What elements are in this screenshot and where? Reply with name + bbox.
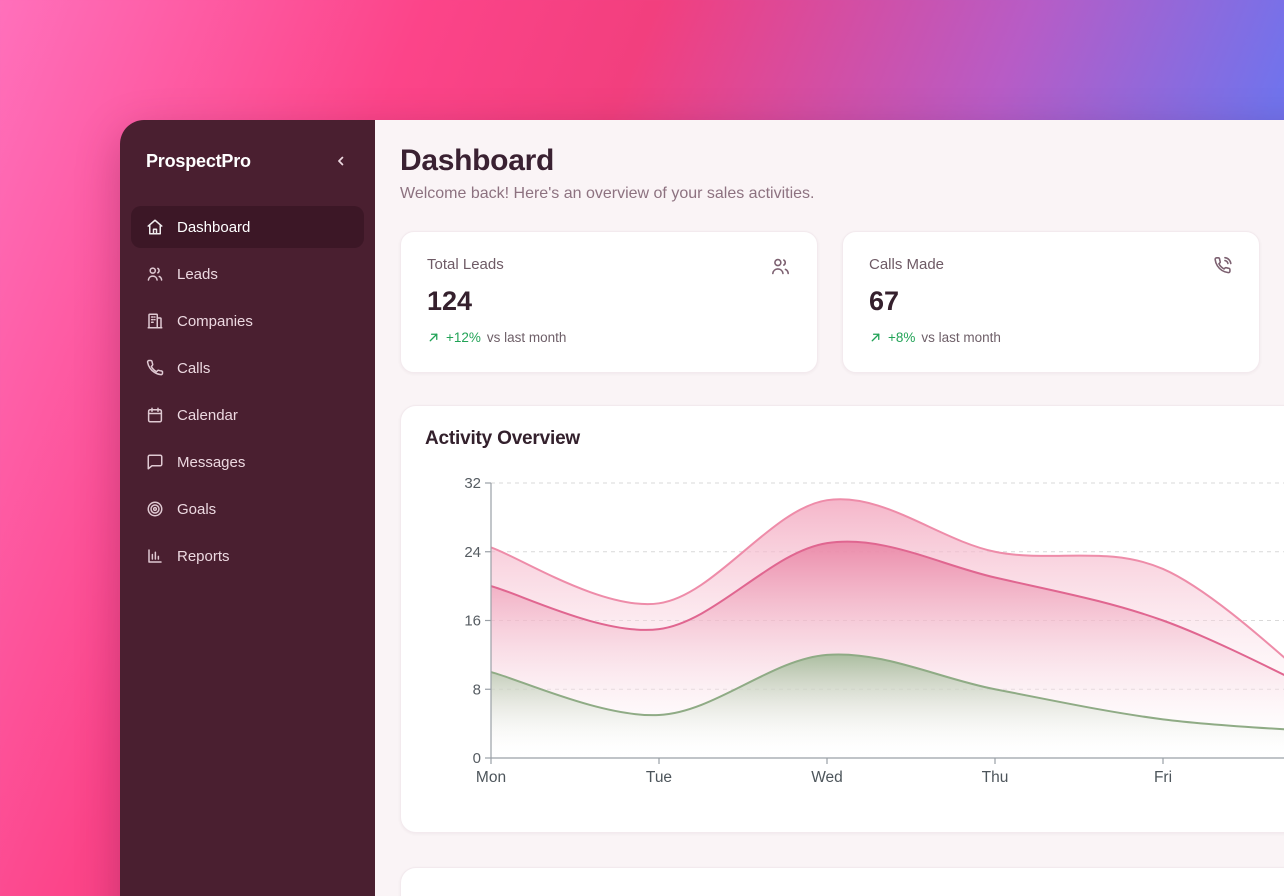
page-title: Dashboard [400, 144, 554, 177]
calendar-icon [146, 406, 164, 424]
stat-delta: +8% [888, 330, 916, 345]
message-icon [146, 453, 164, 471]
stat-value: 124 [427, 286, 473, 316]
page-subtitle: Welcome back! Here's an overview of your… [400, 185, 815, 202]
stat-delta-suffix: vs last month [486, 330, 567, 345]
sidebar-item-label: Reports [177, 547, 230, 565]
band-rose [491, 541, 1284, 758]
chevron-left-icon [334, 154, 348, 168]
stat-delta: +12% [446, 330, 481, 345]
stat-label: Total Leads [427, 256, 504, 273]
svg-text:Fri: Fri [1154, 769, 1172, 786]
svg-text:8: 8 [473, 681, 481, 698]
svg-text:24: 24 [464, 544, 481, 561]
collapse-sidebar-button[interactable] [330, 150, 352, 172]
band-green-line [490, 653, 1284, 731]
band-green [491, 654, 1284, 758]
sidebar-item-label: Calls [177, 359, 211, 377]
svg-text:Tue: Tue [646, 769, 672, 786]
sidebar-item-label: Calendar [177, 406, 238, 424]
stats-grid: Total Leads 124 +12% vs last month Calls [400, 231, 1260, 373]
stat-card-calls-made: Calls Made 67 +8% vs last month [842, 231, 1260, 373]
home-icon [146, 218, 164, 236]
sidebar-item-label: Dashboard [177, 218, 251, 236]
target-icon [146, 500, 164, 518]
phone-call-icon [1212, 256, 1233, 277]
sidebar-item-companies[interactable]: Companies [131, 300, 364, 342]
sidebar-item-label: Goals [177, 500, 217, 518]
svg-text:Thu: Thu [982, 769, 1009, 786]
band-rose-line [490, 540, 1284, 676]
sidebar-item-label: Messages [177, 453, 246, 471]
stat-trend: +12% vs last month [427, 330, 791, 345]
sidebar-header: ProspectPro [131, 120, 364, 178]
stat-label: Calls Made [869, 256, 945, 273]
sidebar-item-reports[interactable]: Reports [131, 535, 364, 577]
chart-title: Activity Overview [425, 428, 581, 449]
trend-up-arrow-icon [869, 331, 882, 344]
sidebar-item-leads[interactable]: Leads [131, 253, 364, 295]
main-content: Dashboard Welcome back! Here's an overvi… [375, 120, 1284, 896]
users-icon [146, 265, 164, 283]
activity-area-chart: 0 8 16 24 32 Mon Tue Wed Thu Fri [425, 454, 1284, 803]
stat-trend: +8% vs last month [869, 330, 1233, 345]
users-icon [770, 256, 791, 277]
app-window: ProspectPro Dashboard Leads Companies [120, 120, 1284, 896]
sidebar-nav: Dashboard Leads Companies Calls Calendar… [131, 206, 364, 577]
trend-up-arrow-icon [427, 331, 440, 344]
svg-text:Wed: Wed [811, 769, 843, 786]
stat-delta-suffix: vs last month [921, 330, 1001, 345]
svg-text:0: 0 [473, 750, 481, 767]
chart-svg: 0 8 16 24 32 Mon Tue Wed Thu Fri [464, 475, 1284, 786]
bar-chart-icon [146, 547, 164, 565]
building-icon [146, 312, 164, 330]
partial-bottom-card [400, 867, 1284, 896]
sidebar-item-messages[interactable]: Messages [131, 441, 364, 483]
sidebar-item-label: Companies [177, 312, 253, 330]
sidebar-item-calls[interactable]: Calls [131, 347, 364, 389]
stat-value: 67 [869, 286, 900, 316]
activity-overview-card: Activity Overview 0 8 16 24 32 Mon Tue Wed Thu Fr… [400, 405, 1284, 833]
svg-text:16: 16 [464, 613, 481, 630]
sidebar-item-goals[interactable]: Goals [131, 488, 364, 530]
sidebar-item-label: Leads [177, 265, 218, 283]
sidebar: ProspectPro Dashboard Leads Companies [120, 120, 375, 896]
band-light-pink-line [490, 498, 1284, 659]
svg-text:Mon: Mon [476, 769, 506, 786]
sidebar-item-calendar[interactable]: Calendar [131, 394, 364, 436]
brand-logo: ProspectPro [146, 150, 251, 171]
svg-text:32: 32 [464, 475, 481, 492]
stat-card-total-leads: Total Leads 124 +12% vs last month [400, 231, 818, 373]
sidebar-item-dashboard[interactable]: Dashboard [131, 206, 364, 248]
phone-icon [146, 359, 164, 377]
